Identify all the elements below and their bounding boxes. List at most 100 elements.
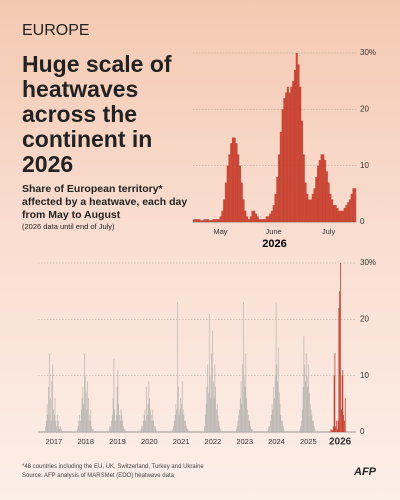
bar bbox=[276, 176, 279, 222]
spike bbox=[280, 415, 282, 432]
spike bbox=[114, 409, 116, 432]
spike bbox=[344, 398, 346, 432]
bar bbox=[286, 86, 289, 222]
spike bbox=[151, 420, 153, 432]
spike bbox=[275, 302, 277, 432]
spike bbox=[56, 426, 58, 432]
spike bbox=[343, 415, 344, 432]
y-tick-label: 0 bbox=[360, 427, 365, 436]
spike bbox=[150, 415, 152, 432]
bar bbox=[193, 219, 195, 222]
spike bbox=[177, 302, 178, 432]
x-tick-label: 2021 bbox=[173, 437, 190, 446]
bar bbox=[212, 219, 215, 222]
spike bbox=[207, 364, 209, 432]
spike bbox=[269, 426, 271, 432]
bar bbox=[260, 219, 263, 222]
spike bbox=[312, 420, 313, 432]
spike bbox=[340, 409, 342, 432]
spike bbox=[51, 381, 53, 432]
spike bbox=[112, 398, 114, 432]
bar bbox=[249, 216, 252, 222]
spike bbox=[174, 415, 176, 432]
bar bbox=[299, 86, 302, 222]
bar bbox=[331, 199, 334, 222]
spike bbox=[155, 429, 157, 432]
spike bbox=[49, 398, 51, 432]
bar bbox=[247, 219, 250, 222]
bar bbox=[350, 193, 353, 222]
spike bbox=[182, 409, 184, 432]
bar bbox=[228, 154, 231, 222]
spike bbox=[310, 409, 312, 432]
y-tick-label: 30% bbox=[360, 258, 376, 267]
bar bbox=[320, 154, 323, 222]
bar bbox=[203, 219, 206, 222]
spike bbox=[48, 386, 50, 432]
bar bbox=[235, 143, 238, 222]
spike bbox=[277, 381, 279, 432]
spike bbox=[147, 403, 149, 432]
spike bbox=[87, 381, 89, 432]
bar bbox=[345, 205, 348, 222]
spike bbox=[330, 429, 332, 432]
bar bbox=[244, 210, 247, 222]
spike bbox=[142, 426, 143, 432]
spike bbox=[218, 420, 220, 432]
bar bbox=[306, 193, 309, 222]
bar bbox=[317, 165, 319, 222]
bar bbox=[240, 182, 243, 222]
spike bbox=[47, 415, 49, 432]
bar bbox=[341, 210, 344, 222]
spike bbox=[113, 358, 115, 432]
bar bbox=[281, 109, 284, 222]
note: (2026 data until end of July) bbox=[22, 222, 115, 231]
spike bbox=[332, 430, 333, 432]
y-tick-label: 30% bbox=[360, 48, 376, 57]
spike bbox=[45, 420, 47, 432]
spike bbox=[249, 420, 251, 432]
bar bbox=[290, 86, 293, 222]
bar bbox=[237, 154, 240, 222]
spike bbox=[270, 420, 271, 432]
spike bbox=[305, 353, 307, 432]
spike bbox=[175, 403, 177, 432]
spike bbox=[115, 415, 117, 432]
spike bbox=[237, 420, 239, 432]
y-tick-label: 20 bbox=[360, 104, 369, 113]
spike bbox=[282, 426, 284, 432]
bar bbox=[255, 213, 257, 222]
spike bbox=[186, 429, 188, 432]
spike bbox=[273, 386, 275, 432]
spike bbox=[90, 409, 92, 432]
spike bbox=[314, 429, 316, 432]
bar bbox=[297, 64, 300, 223]
spike bbox=[340, 263, 341, 432]
spike bbox=[243, 302, 244, 432]
spike bbox=[342, 370, 344, 432]
bar bbox=[224, 182, 227, 222]
spike bbox=[109, 426, 111, 432]
x-tick-label: 2023 bbox=[236, 437, 253, 446]
spike bbox=[311, 415, 313, 432]
spike bbox=[268, 426, 270, 432]
bar bbox=[262, 219, 265, 222]
logo: AFP bbox=[354, 466, 376, 478]
spike bbox=[81, 398, 83, 432]
bar bbox=[311, 193, 314, 222]
spike bbox=[303, 336, 305, 432]
spike bbox=[52, 364, 54, 432]
spike bbox=[92, 429, 93, 432]
spike bbox=[267, 429, 269, 432]
bar bbox=[293, 69, 296, 223]
spike bbox=[53, 409, 54, 432]
x-tick-label: 2024 bbox=[268, 437, 285, 446]
bar bbox=[207, 219, 210, 222]
bar bbox=[343, 207, 346, 222]
spike bbox=[214, 364, 216, 432]
spike bbox=[247, 409, 248, 432]
spike bbox=[180, 398, 182, 432]
spike bbox=[144, 409, 146, 432]
spike bbox=[205, 403, 207, 432]
spike bbox=[213, 398, 215, 432]
